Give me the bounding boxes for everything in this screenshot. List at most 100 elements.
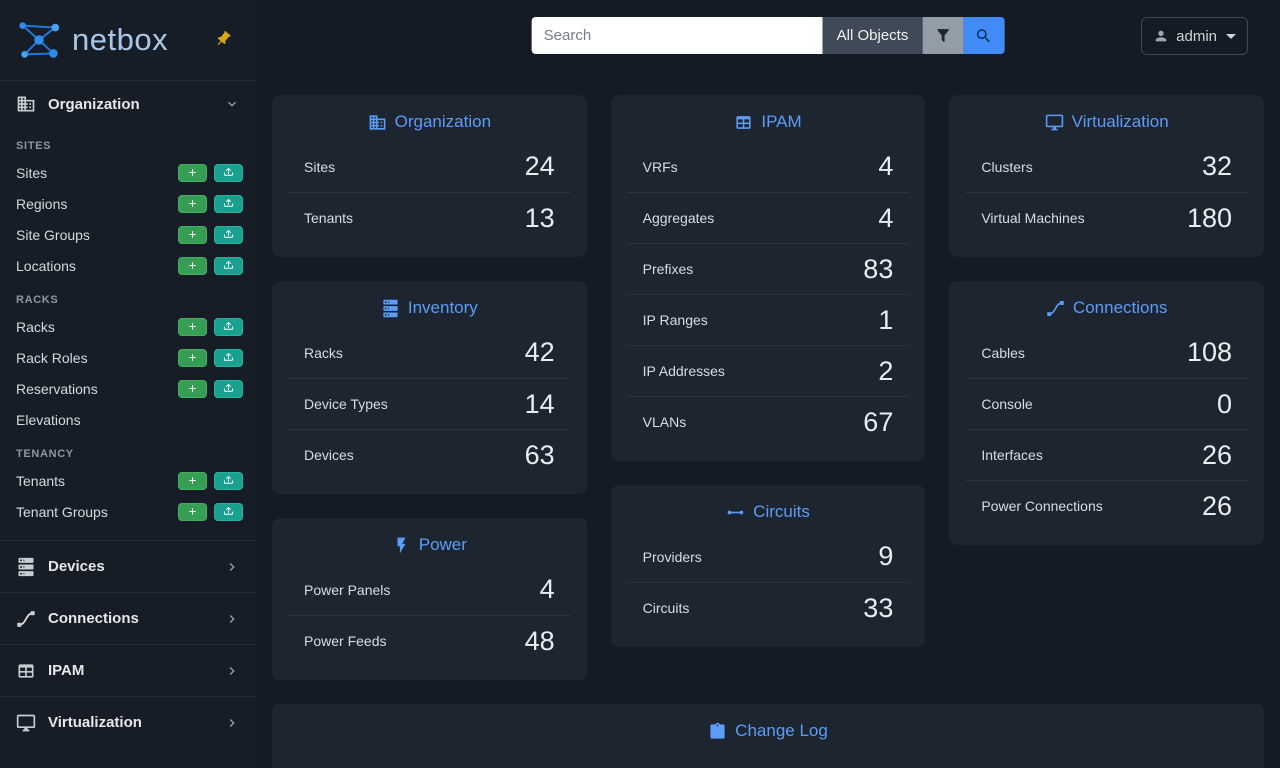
stat-link-virtual-machines[interactable]: Virtual Machines [981, 210, 1085, 226]
monitor-icon [1045, 113, 1064, 132]
brand-name: netbox [72, 22, 169, 57]
sidebar-item-elevations[interactable]: Elevations [0, 404, 256, 435]
plus-icon [187, 352, 198, 363]
import-button[interactable] [214, 379, 243, 398]
cable-icon [16, 609, 36, 629]
stat-link-device-types[interactable]: Device Types [304, 396, 388, 412]
stat-link-circuits[interactable]: Circuits [642, 600, 690, 616]
stat-link-aggregates[interactable]: Aggregates [642, 210, 715, 226]
stat-link-tenants[interactable]: Tenants [304, 210, 354, 226]
sidebar-group-ipam[interactable]: IPAM [0, 644, 256, 696]
sidebar-item-reservations[interactable]: Reservations [0, 373, 256, 404]
import-button[interactable] [214, 502, 243, 521]
import-button[interactable] [214, 317, 243, 336]
sidebar-group-connections[interactable]: Connections [0, 592, 256, 644]
group-label: IPAM [48, 662, 85, 679]
person-icon [1153, 28, 1169, 44]
sidebar-item-racks[interactable]: Racks [0, 311, 256, 342]
pin-sidebar-button[interactable] [214, 30, 232, 48]
stat-value: 83 [863, 253, 894, 284]
stat-row: Power Panels 4 [288, 564, 571, 615]
plus-icon [187, 475, 198, 486]
add-button[interactable] [178, 163, 207, 182]
search-submit-button[interactable] [963, 17, 1005, 54]
search-input[interactable] [531, 17, 823, 54]
upload-icon [223, 475, 234, 486]
import-button[interactable] [214, 194, 243, 213]
import-button[interactable] [214, 225, 243, 244]
stat-link-providers[interactable]: Providers [642, 548, 702, 565]
add-button[interactable] [178, 502, 207, 521]
netbox-logo[interactable]: netbox [14, 17, 168, 63]
sidebar-item-site-groups[interactable]: Site Groups [0, 219, 256, 250]
upload-icon [223, 321, 234, 332]
import-button[interactable] [214, 163, 243, 182]
stat-link-ip-addresses[interactable]: IP Addresses [642, 363, 725, 379]
filter-button[interactable] [922, 17, 964, 54]
stat-link-clusters[interactable]: Clusters [981, 158, 1033, 175]
stat-row: Providers 9 [627, 531, 910, 582]
add-button[interactable] [178, 317, 207, 336]
search-scope-button[interactable]: All Objects [822, 17, 923, 54]
sidebar-item-rack-roles[interactable]: Rack Roles [0, 342, 256, 373]
stat-value: 26 [1201, 439, 1233, 470]
stat-link-racks[interactable]: Racks [304, 344, 343, 361]
sidebar-item-tenant-groups[interactable]: Tenant Groups [0, 496, 256, 527]
add-button[interactable] [178, 348, 207, 367]
stat-value: 9 [878, 541, 894, 571]
caret-down-icon [1226, 33, 1236, 39]
stat-link-ip-ranges[interactable]: IP Ranges [642, 312, 708, 328]
stat-value: 48 [524, 625, 555, 656]
add-button[interactable] [178, 225, 207, 244]
add-button[interactable] [178, 379, 207, 398]
card-connections: Connections Cables 108 Console 0 Interfa… [949, 281, 1265, 545]
chevron-right-icon [224, 611, 240, 627]
card-title: Organization [288, 95, 571, 141]
sidebar-group-virtualization[interactable]: Virtualization [0, 696, 256, 748]
add-button[interactable] [178, 471, 207, 490]
stat-link-power-panels[interactable]: Power Panels [304, 581, 391, 598]
chevron-down-icon [224, 96, 240, 112]
upload-icon [223, 506, 234, 517]
sidebar-group-devices[interactable]: Devices [0, 540, 256, 592]
topbar: All Objects admin [256, 0, 1280, 71]
stat-value: 67 [863, 406, 894, 437]
card-changelog: Change Log [272, 704, 1264, 768]
sidebar-group-organization[interactable]: Organization [0, 80, 256, 127]
sidebar-item-label: Regions [16, 195, 68, 212]
group-label: Devices [48, 558, 105, 575]
import-button[interactable] [214, 348, 243, 367]
sidebar-item-regions[interactable]: Regions [0, 188, 256, 219]
stat-link-power-connections[interactable]: Power Connections [981, 498, 1103, 514]
stat-value: 32 [1201, 151, 1233, 181]
group-label: Connections [48, 610, 139, 627]
stat-row: Prefixes 83 [626, 243, 910, 294]
stat-row: Clusters 32 [965, 141, 1248, 192]
ip-table-icon [16, 661, 36, 681]
stat-link-power-feeds[interactable]: Power Feeds [304, 633, 387, 649]
user-menu-button[interactable]: admin [1141, 17, 1248, 55]
stat-link-sites[interactable]: Sites [304, 158, 336, 175]
card-title: IPAM [627, 95, 910, 141]
plus-icon [187, 321, 198, 332]
stat-link-console[interactable]: Console [981, 396, 1033, 412]
stat-row: Devices 63 [288, 429, 571, 480]
import-button[interactable] [214, 256, 243, 275]
stat-link-cables[interactable]: Cables [981, 344, 1025, 361]
sidebar-item-locations[interactable]: Locations [0, 250, 256, 281]
pin-icon [210, 26, 235, 51]
add-button[interactable] [178, 256, 207, 275]
plus-icon [187, 229, 198, 240]
server-icon [16, 557, 36, 577]
stat-link-prefixes[interactable]: Prefixes [642, 261, 694, 277]
stat-link-vrfs[interactable]: VRFs [642, 158, 678, 175]
sidebar-item-label: Rack Roles [16, 349, 88, 366]
stat-link-vlans[interactable]: VLANs [642, 414, 687, 430]
stat-link-devices[interactable]: Devices [304, 447, 354, 463]
import-button[interactable] [214, 471, 243, 490]
stat-link-interfaces[interactable]: Interfaces [981, 447, 1043, 463]
add-button[interactable] [178, 194, 207, 213]
ip-table-icon [734, 113, 753, 132]
sidebar-item-tenants[interactable]: Tenants [0, 465, 256, 496]
sidebar-item-sites[interactable]: Sites [0, 157, 256, 188]
